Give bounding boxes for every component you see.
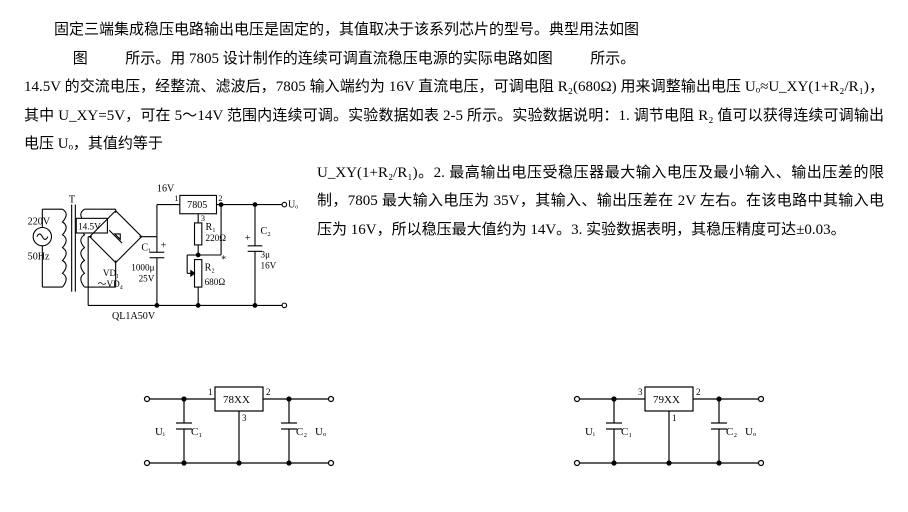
label-c1a: 1000μ [131, 262, 154, 272]
label-r1: R₁ [206, 222, 216, 233]
label-tx-volt: 14.5V [78, 221, 101, 231]
schematic-78xx: 78XX 1 2 3 Uᵢ C₁ C₂ Uₒ [129, 373, 349, 483]
svg-text:+: + [161, 240, 167, 251]
paragraph-3: 14.5V 的交流电压，经整流、滤波后，7805 输入端约为 16V 直流电压，… [24, 73, 884, 159]
pin1-r: 1 [672, 413, 677, 423]
label-ic-7805: 7805 [187, 200, 207, 211]
uo-l: Uₒ [315, 426, 326, 438]
svg-text:+: + [245, 233, 251, 244]
pin1-l: 1 [208, 387, 213, 397]
label-transformer: T [69, 194, 75, 205]
ic-79xx: 79XX [653, 394, 680, 406]
label-c1b: 25V [139, 273, 155, 283]
label-src-f: 50Hz [28, 251, 50, 262]
label-r2v: 680Ω [205, 277, 226, 287]
pin2-l: 2 [266, 387, 271, 397]
paragraph-2: 图 所示。用 7805 设计制作的连续可调直流稳压电源的实际电路如图 所示。 [24, 45, 884, 74]
paragraph-1: 固定三端集成稳压电路输出电压是固定的，其值取决于该系列芯片的型号。典型用法如图 [24, 16, 884, 45]
ui-r: Uᵢ [585, 426, 595, 438]
c2-r: C₂ [726, 426, 737, 438]
ic-78xx: 78XX [223, 394, 250, 406]
label-src-v: 220V [28, 216, 51, 227]
label-uo: Uₒ [288, 199, 298, 210]
p2b: 所示。用 7805 设计制作的连续可调直流稳压电源的实际电路如图 [125, 51, 553, 67]
label-c2b: 16V [261, 260, 277, 270]
pin2-r: 2 [696, 387, 701, 397]
pin1: 1 [174, 193, 178, 202]
node-star: * [221, 254, 226, 265]
label-c2: C₂ [261, 225, 271, 236]
pin2: 2 [218, 193, 222, 202]
label-bridge-model: QL1A50V [112, 311, 156, 322]
p2a: 图 [73, 51, 88, 67]
c1-l: C₁ [191, 426, 202, 438]
label-r1v: 220Ω [206, 233, 227, 243]
label-16v: 16V [157, 183, 175, 194]
main-schematic: 220V 50Hz T 14.5V 16V 7805 1 2 3 R₁ 220Ω… [24, 165, 299, 345]
uo-r: Uₒ [745, 426, 756, 438]
label-c1: C₁ [141, 242, 151, 253]
pin3: 3 [201, 214, 205, 223]
label-bridge: VD₁ [103, 268, 119, 278]
c2-l: C₂ [296, 426, 307, 438]
pin3-r: 3 [638, 387, 643, 397]
pin3-l: 3 [242, 413, 247, 423]
paragraph-4: U_XY(1+R₂/R₁)。2. 最高输出电压受稳压器最大输入电压及最小输入、输… [317, 159, 884, 245]
schematic-79xx: 79XX 3 2 1 Uᵢ C₁ C₂ Uₒ [559, 373, 779, 483]
label-c2a: 3μ [261, 249, 271, 259]
ui-l: Uᵢ [155, 426, 165, 438]
label-r2: R₂ [205, 262, 215, 273]
label-bridge2: ～VD₄ [97, 279, 123, 289]
main-circuit-svg: 220V 50Hz T 14.5V 16V 7805 1 2 3 R₁ 220Ω… [24, 165, 299, 345]
p2c: 所示。 [590, 51, 635, 67]
c1-r: C₁ [621, 426, 632, 438]
